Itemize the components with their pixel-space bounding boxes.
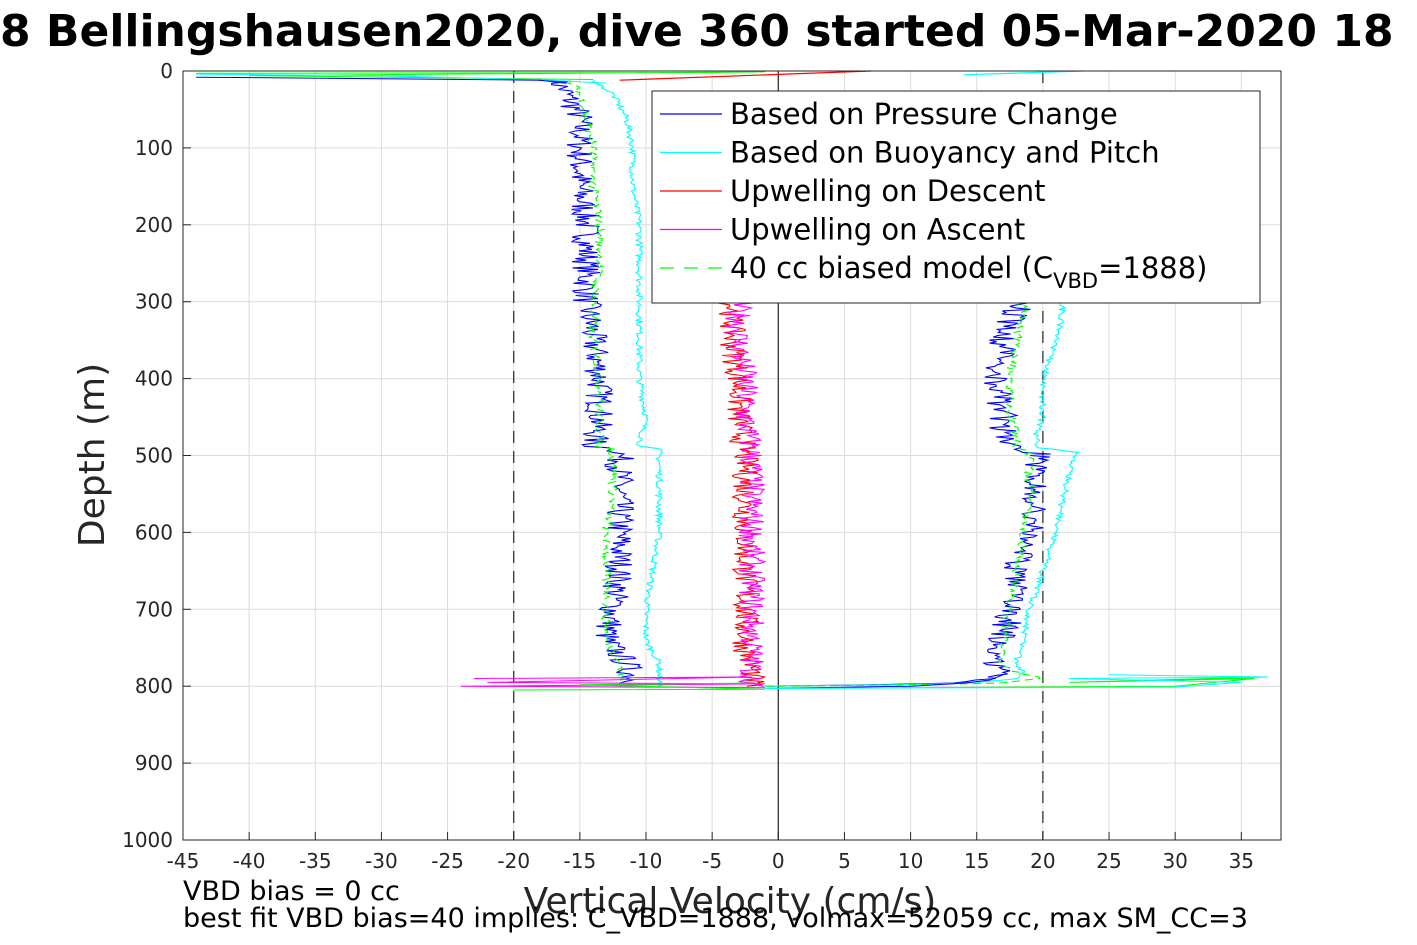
- x-tick-label: -10: [630, 849, 663, 873]
- surface-spike-6: [765, 674, 1268, 689]
- y-tick-label: 900: [135, 751, 173, 775]
- y-axis-label: Depth (m): [72, 363, 113, 547]
- x-tick-label: -40: [233, 849, 266, 873]
- surface-spike-4: [765, 674, 1004, 689]
- x-tick-label: -30: [365, 849, 398, 873]
- x-tick-label: 10: [898, 849, 923, 873]
- x-axis-label: Vertical Velocity (cm/s): [524, 881, 937, 922]
- surface-spike-3: [460, 676, 766, 689]
- x-tick-label: -5: [702, 849, 722, 873]
- x-tick-label: 35: [1229, 849, 1254, 873]
- x-tick-label: -20: [497, 849, 530, 873]
- legend-label: Based on Buoyancy and Pitch: [730, 136, 1160, 170]
- legend: Based on Pressure Change Based on Buoyanc…: [651, 90, 1261, 304]
- y-tick-label: 400: [135, 367, 173, 391]
- surface-spike-7: [513, 682, 766, 691]
- x-tick-label: 0: [772, 849, 785, 873]
- x-tick-label: -25: [431, 849, 464, 873]
- y-tick-label: 700: [135, 597, 173, 621]
- legend-label: 40 cc biased model (CVBD=1888): [730, 251, 1208, 293]
- near-surface-marker-0: [619, 70, 871, 81]
- legend-box: [651, 90, 1261, 304]
- legend-label: Upwelling on Descent: [730, 174, 1046, 208]
- surface-spike-5: [778, 676, 1268, 689]
- near-surface-marker-1: [963, 70, 1083, 76]
- x-tick-label: -35: [299, 849, 332, 873]
- x-axis-ticks: -45 -40 -35 -30 -25 -20 -15 -10 -5 0 5 10 15 20 25 30 35: [167, 832, 1254, 873]
- chart-title: 8 Bellingshausen2020, dive 360 started 0…: [0, 6, 1394, 57]
- series-4-descent-line: [567, 79, 626, 687]
- y-tick-label: 1000: [122, 828, 173, 852]
- series-1-ascent-line: [761, 301, 1081, 687]
- surface-spike-1: [196, 73, 607, 84]
- y-tick-label: 600: [135, 520, 173, 544]
- series-1-descent-line: [590, 79, 665, 687]
- best-fit-note: best fit VBD bias=40 implies: C_VBD=1888…: [183, 903, 1248, 934]
- y-tick-label: 200: [135, 213, 173, 237]
- surface-spike-2: [196, 76, 567, 84]
- x-tick-label: 15: [964, 849, 989, 873]
- x-tick-label: -45: [167, 849, 200, 873]
- series-3-line: [725, 301, 767, 687]
- x-tick-label: 5: [838, 849, 851, 873]
- x-tick-label: 25: [1096, 849, 1121, 873]
- x-tick-label: 30: [1162, 849, 1187, 873]
- y-tick-label: 300: [135, 290, 173, 314]
- vbd-bias-note: VBD bias = 0 cc: [183, 876, 400, 907]
- y-axis-ticks: 0 100 200 300 400 500 600 700 800 900 1000: [122, 59, 191, 852]
- series-4-ascent-line: [765, 301, 1041, 687]
- y-tick-label: 100: [135, 136, 173, 160]
- x-tick-label: 20: [1030, 849, 1055, 873]
- series-0-ascent-line: [768, 301, 1051, 687]
- legend-label: Based on Pressure Change: [730, 97, 1118, 131]
- y-tick-label: 0: [160, 59, 173, 83]
- data-series: [196, 70, 1268, 691]
- series-0-descent-line: [538, 79, 644, 687]
- x-tick-label: -15: [564, 849, 597, 873]
- y-tick-label: 800: [135, 674, 173, 698]
- y-tick-label: 500: [135, 444, 173, 468]
- legend-label: Upwelling on Ascent: [730, 213, 1025, 247]
